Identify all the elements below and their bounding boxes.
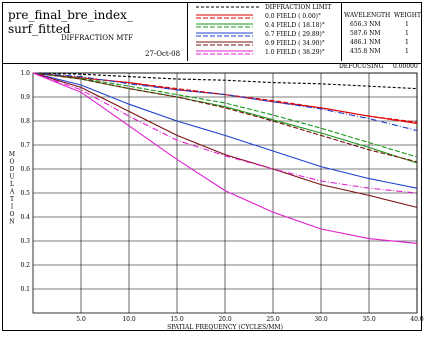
series-line-2 xyxy=(32,72,418,123)
plot-area xyxy=(32,72,418,314)
y-tick-label-6: 0.7 xyxy=(20,142,30,149)
wavelength-2: 587.6 NM xyxy=(350,30,381,37)
series-line-4 xyxy=(32,72,418,158)
legend-label-diffraction: DIFFRACTION LIMIT xyxy=(265,4,331,11)
y-axis-label-char-0: M xyxy=(9,151,15,158)
y-tick-label-5: 0.6 xyxy=(20,166,30,173)
x-axis-label: SPATIAL FREQUENCY (CYCLES/MM) xyxy=(167,324,283,331)
y-axis-label-char-3: U xyxy=(9,174,14,181)
x-tick-label-4: 25.0 xyxy=(266,316,280,323)
x-tick-label-0: 5.0 xyxy=(76,316,86,323)
date-label: 27-Oct-08 xyxy=(145,50,181,58)
x-tick-label-2: 15.0 xyxy=(170,316,184,323)
y-axis-label-char-6: T xyxy=(10,196,14,203)
mtf-report-frame: pre_final_bre_index_ surf_fitted DIFFRAC… xyxy=(2,2,422,331)
y-tick-label-8: 0.9 xyxy=(20,94,30,101)
y-tick-label-9: 1.0 xyxy=(20,70,30,77)
series-line-10 xyxy=(32,72,418,194)
y-tick-label-1: 0.2 xyxy=(20,262,30,269)
x-tick-label-6: 35.0 xyxy=(362,316,376,323)
y-tick-label-4: 0.5 xyxy=(20,190,30,197)
legend-label-field-1: 0.4 FIELD ( 18.18)° xyxy=(265,22,325,29)
y-axis-label-char-7: I xyxy=(11,204,14,211)
y-tick-label-3: 0.4 xyxy=(20,214,30,221)
wavelength-1: 656.3 NM xyxy=(350,21,381,28)
legend-label-field-2: 0.7 FIELD ( 29.89)° xyxy=(265,31,325,38)
defocusing-label: DEFOCUSING xyxy=(339,63,384,70)
y-tick-label-2: 0.3 xyxy=(20,238,30,245)
subtitle: DIFFRACTION MTF xyxy=(61,34,133,42)
series-line-5 xyxy=(32,72,418,189)
header-divider-2 xyxy=(341,3,342,61)
y-tick-label-0: 0.1 xyxy=(20,286,30,293)
weight-1: 1 xyxy=(405,21,409,28)
x-tick-label-1: 10.0 xyxy=(122,316,136,323)
y-axis-label-char-1: O xyxy=(10,159,15,166)
legend-label-field-3: 0.9 FIELD ( 34.90)° xyxy=(265,40,325,47)
defocusing-value: 0.00000 xyxy=(393,63,418,70)
series-line-6 xyxy=(32,72,418,132)
series-line-8 xyxy=(32,72,418,163)
weight-3: 1 xyxy=(405,39,409,46)
y-axis-label-char-8: O xyxy=(10,211,15,218)
title-line-2: surf_fitted xyxy=(8,22,71,36)
y-tick-label-7: 0.8 xyxy=(20,118,30,125)
title-line-1: pre_final_bre_index_ xyxy=(8,8,133,22)
legend-label-field-0: 0.0 FIELD ( 0.00)° xyxy=(265,13,321,20)
weight-2: 1 xyxy=(405,30,409,37)
weight-4: 1 xyxy=(405,48,409,55)
series-line-0 xyxy=(32,72,418,90)
legend-label-field-4: 1.0 FIELD ( 38.29)° xyxy=(265,49,325,56)
y-axis-label-char-2: D xyxy=(10,166,15,173)
y-axis-label-char-5: A xyxy=(9,189,15,196)
weight-header: WEIGHT xyxy=(394,12,421,19)
wavelength-3: 486.1 NM xyxy=(350,39,381,46)
series-line-9 xyxy=(32,72,418,244)
header-divider-1 xyxy=(187,3,188,61)
wavelength-4: 435.8 NM xyxy=(350,48,381,55)
x-tick-label-7: 40.0 xyxy=(410,316,424,323)
y-axis-label-char-9: N xyxy=(9,219,14,226)
report-header: pre_final_bre_index_ surf_fitted DIFFRAC… xyxy=(3,3,421,64)
wavelength-header: WAVELENGTH xyxy=(344,12,391,19)
field-legend: DIFFRACTION LIMIT 0.0 FIELD ( 0.00)° 0.4 F… xyxy=(196,4,331,56)
series-line-7 xyxy=(32,72,418,208)
y-axis-label-char-4: L xyxy=(10,181,14,188)
x-tick-label-5: 30.0 xyxy=(314,316,328,323)
x-tick-label-3: 20.0 xyxy=(218,316,232,323)
